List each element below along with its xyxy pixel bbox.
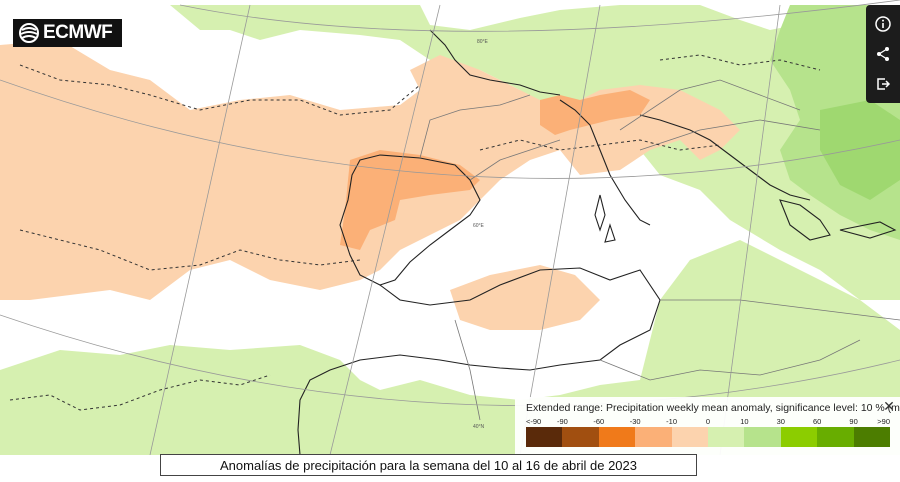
legend-swatch: [853, 427, 891, 447]
side-toolbar: [866, 5, 900, 103]
info-button[interactable]: [871, 12, 895, 36]
legend-tick-label: 60: [813, 417, 822, 426]
dry-anomaly-alps: [540, 90, 650, 135]
legend-swatch: [780, 427, 818, 447]
share-icon: [877, 47, 889, 61]
legend-tick-label: -90: [556, 417, 568, 426]
export-icon: [877, 78, 891, 90]
wet-anomaly-greece: [820, 100, 900, 200]
legend-tick-label: -60: [593, 417, 605, 426]
legend-swatch: [526, 427, 563, 447]
legend-swatch: [817, 427, 854, 447]
legend-color-bar: [526, 427, 891, 447]
export-button[interactable]: [871, 72, 895, 96]
country-borders: [419, 79, 900, 421]
forecast-map[interactable]: 80°E 60°E 40°N: [0, 0, 900, 455]
map-canvas: 80°E 60°E 40°N: [0, 0, 900, 455]
legend-title: Extended range: Precipitation weekly mea…: [526, 402, 900, 414]
close-icon[interactable]: ✕: [883, 398, 895, 414]
significance-contours: [9, 54, 821, 411]
legend-swatch: [708, 427, 745, 447]
graticule: [0, 0, 900, 455]
legend-tick-label: 90: [849, 417, 858, 426]
share-button[interactable]: [871, 42, 895, 66]
legend-swatch: [562, 427, 599, 447]
graticule-label: 40°N: [473, 424, 485, 430]
legend-swatch: [598, 427, 636, 447]
ecmwf-emblem-icon: [19, 23, 39, 43]
logo-text: ECMWF: [43, 22, 113, 43]
info-icon: [875, 16, 891, 32]
legend-tick-label: <-90: [526, 417, 542, 426]
legend-tick-label: 0: [705, 417, 711, 426]
wet-anomaly-north: [170, 5, 900, 300]
legend-swatch: [671, 427, 709, 447]
legend-tick-label: -10: [666, 417, 678, 426]
legend-tick-label: -30: [629, 417, 641, 426]
ecmwf-logo: ECMWF: [13, 19, 122, 47]
legend-tick-label: 10: [740, 417, 749, 426]
map-legend: Extended range: Precipitation weekly mea…: [515, 397, 900, 455]
graticule-label: 60°E: [473, 223, 485, 229]
legend-swatch: [635, 427, 672, 447]
map-caption: Anomalías de precipitación para la seman…: [160, 454, 697, 476]
graticule-label: 80°E: [477, 39, 489, 45]
legend-tick-label: >90: [877, 417, 890, 426]
dry-anomaly-med: [450, 265, 600, 330]
legend-tick-label: 30: [776, 417, 785, 426]
legend-swatch: [744, 427, 781, 447]
legend-ticks: <-90 -90 -60 -30 -10 0 10 30 60 90 >90: [526, 417, 900, 427]
